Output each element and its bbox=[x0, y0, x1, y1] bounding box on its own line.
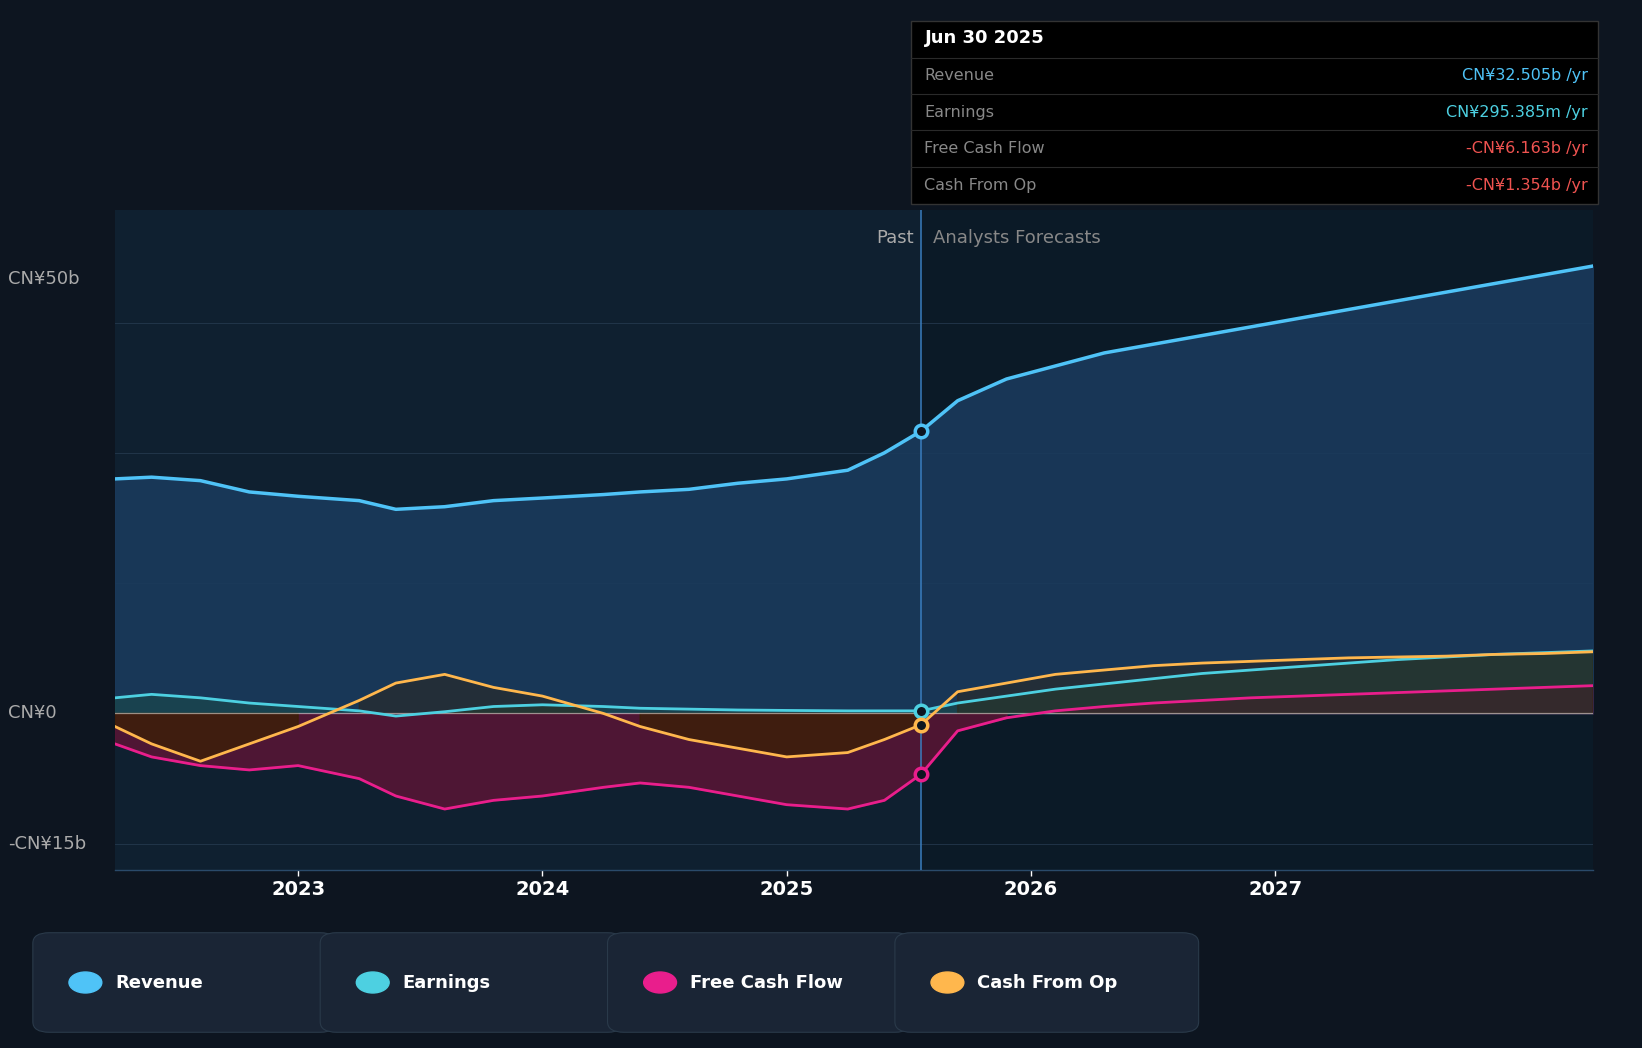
Text: Jun 30 2025: Jun 30 2025 bbox=[924, 29, 1044, 47]
Text: CN¥0: CN¥0 bbox=[8, 704, 57, 722]
Text: Cash From Op: Cash From Op bbox=[977, 974, 1117, 991]
Text: Past: Past bbox=[875, 230, 913, 247]
Text: Earnings: Earnings bbox=[924, 105, 995, 119]
Text: Revenue: Revenue bbox=[115, 974, 202, 991]
Text: Earnings: Earnings bbox=[402, 974, 491, 991]
Text: -CN¥6.163b /yr: -CN¥6.163b /yr bbox=[1466, 141, 1588, 156]
Text: Cash From Op: Cash From Op bbox=[924, 177, 1036, 193]
Text: Revenue: Revenue bbox=[924, 68, 995, 84]
Text: Free Cash Flow: Free Cash Flow bbox=[690, 974, 842, 991]
Bar bbox=[921, 210, 1593, 870]
Text: -CN¥1.354b /yr: -CN¥1.354b /yr bbox=[1466, 177, 1588, 193]
Text: Free Cash Flow: Free Cash Flow bbox=[924, 141, 1044, 156]
Text: -CN¥15b: -CN¥15b bbox=[8, 835, 87, 853]
Text: CN¥295.385m /yr: CN¥295.385m /yr bbox=[1447, 105, 1588, 119]
Text: CN¥32.505b /yr: CN¥32.505b /yr bbox=[1461, 68, 1588, 84]
Text: CN¥50b: CN¥50b bbox=[8, 270, 80, 288]
Text: Analysts Forecasts: Analysts Forecasts bbox=[933, 230, 1100, 247]
